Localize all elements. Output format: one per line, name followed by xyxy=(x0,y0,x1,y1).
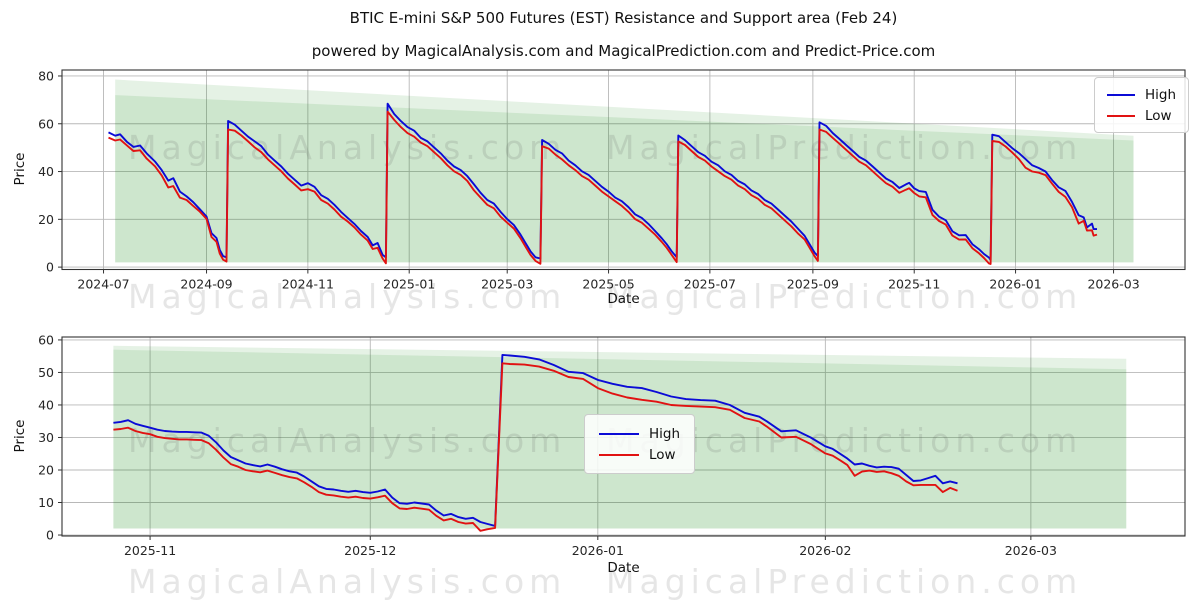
legend-label-high: High xyxy=(1145,86,1177,103)
watermark-text: MagicalPrediction.com xyxy=(606,277,1082,316)
x-tick-label: 2025-07 xyxy=(684,277,736,292)
legend-top-chart: High Low xyxy=(1094,77,1190,133)
x-tick-label: 2024-07 xyxy=(77,277,129,292)
x-tick-label: 2025-12 xyxy=(344,543,396,558)
low-series-line xyxy=(113,362,958,532)
y-tick-label: 0 xyxy=(46,528,54,543)
legend-item-high: High xyxy=(1107,84,1176,105)
low-line-swatch xyxy=(599,453,639,456)
y-tick-label: 50 xyxy=(38,365,54,380)
y-tick-label: 60 xyxy=(38,116,54,131)
y-axis-label-bottom: Price xyxy=(12,419,28,453)
x-tick-label: 2025-11 xyxy=(888,277,940,292)
y-tick-label: 80 xyxy=(38,68,54,83)
y-tick-label: 40 xyxy=(38,164,54,179)
x-tick-label: 2024-11 xyxy=(282,277,334,292)
y-tick-label: 0 xyxy=(46,260,54,275)
y-tick-label: 60 xyxy=(38,332,54,347)
high-line-swatch xyxy=(1107,93,1135,96)
y-tick-label: 40 xyxy=(38,397,54,412)
legend-item-low: Low xyxy=(1107,105,1176,126)
watermark-text: MagicalPrediction.com xyxy=(606,128,1082,167)
x-axis-label-bottom: Date xyxy=(607,560,640,576)
y-tick-label: 30 xyxy=(38,430,54,445)
legend-item-high: High xyxy=(599,423,680,444)
x-tick-label: 2026-03 xyxy=(1087,277,1139,292)
y-tick-label: 10 xyxy=(38,495,54,510)
watermark-text: MagicalAnalysis.com xyxy=(128,277,566,316)
x-tick-label: 2025-05 xyxy=(582,277,634,292)
x-tick-label: 2026-03 xyxy=(1005,543,1057,558)
x-tick-label: 2025-09 xyxy=(787,277,839,292)
watermark-text: MagicalPrediction.com xyxy=(606,562,1082,600)
x-tick-label: 2026-02 xyxy=(799,543,851,558)
chart-title: BTIC E-mini S&P 500 Futures (EST) Resist… xyxy=(349,9,898,27)
chart-subtitle: powered by MagicalAnalysis.com and Magic… xyxy=(311,42,936,60)
y-axis-label-top: Price xyxy=(12,152,28,186)
watermark-text: MagicalAnalysis.com xyxy=(128,128,566,167)
watermark-text: MagicalAnalysis.com xyxy=(128,562,566,600)
low-series-line xyxy=(108,110,1098,265)
x-tick-label: 2025-03 xyxy=(481,277,533,292)
y-tick-label: 20 xyxy=(38,212,54,227)
x-tick-label: 2025-11 xyxy=(124,543,176,558)
legend-label-low: Low xyxy=(1145,107,1172,124)
legend-label-high: High xyxy=(649,425,681,442)
x-axis-label-top: Date xyxy=(607,291,640,307)
legend-label-low: Low xyxy=(649,446,676,463)
y-tick-label: 20 xyxy=(38,462,54,477)
legend-item-low: Low xyxy=(599,444,680,465)
x-tick-label: 2026-01 xyxy=(572,543,624,558)
x-tick-label: 2026-01 xyxy=(989,277,1041,292)
high-series-line xyxy=(108,102,1097,261)
high-series-line xyxy=(113,353,958,527)
x-tick-label: 2025-01 xyxy=(383,277,435,292)
legend-bottom-chart: High Low xyxy=(584,414,696,474)
high-line-swatch xyxy=(599,432,639,435)
low-line-swatch xyxy=(1107,114,1135,117)
x-tick-label: 2024-09 xyxy=(180,277,232,292)
